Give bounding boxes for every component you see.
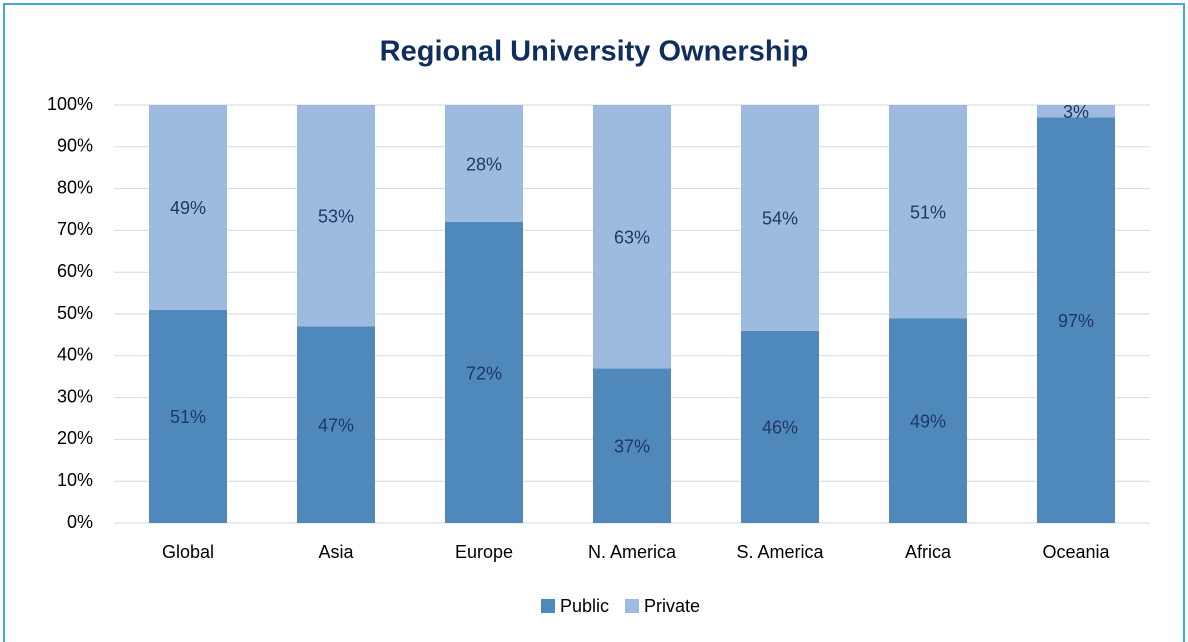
y-tick-label: 90% <box>57 136 93 156</box>
y-tick-label: 20% <box>57 428 93 448</box>
data-label: 49% <box>170 198 206 218</box>
x-tick-label: Global <box>162 542 214 562</box>
x-tick-label: N. America <box>588 542 677 562</box>
bar-segment <box>889 105 967 319</box>
bar-segment <box>297 326 375 523</box>
data-label: 72% <box>466 363 502 383</box>
x-tick-label: Africa <box>905 542 952 562</box>
y-tick-label: 60% <box>57 261 93 281</box>
data-label: 51% <box>910 202 946 222</box>
y-tick-label: 30% <box>57 386 93 406</box>
bar-segment <box>1037 105 1115 118</box>
x-tick-label: Asia <box>318 542 354 562</box>
data-label: 49% <box>910 411 946 431</box>
bar-segment <box>889 318 967 523</box>
y-tick-label: 100% <box>47 94 93 114</box>
legend-swatch <box>625 599 640 613</box>
legend-label: Private <box>644 596 700 616</box>
data-label: 28% <box>466 154 502 174</box>
y-tick-label: 50% <box>57 303 93 323</box>
data-label: 37% <box>614 436 650 456</box>
y-tick-label: 10% <box>57 470 93 490</box>
bar-segment <box>445 105 523 223</box>
bar-segment <box>741 330 819 523</box>
bar-segment <box>593 105 671 369</box>
y-tick-label: 80% <box>57 177 93 197</box>
data-label: 47% <box>318 416 354 436</box>
bar-segment <box>741 105 819 331</box>
legend-label: Public <box>560 596 609 616</box>
bar-segment <box>445 222 523 524</box>
x-tick-label: S. America <box>736 542 824 562</box>
bar-segment <box>297 105 375 327</box>
y-tick-label: 70% <box>57 219 93 239</box>
data-label: 54% <box>762 209 798 229</box>
legend-swatch <box>541 599 555 613</box>
x-tick-label: Oceania <box>1042 542 1110 562</box>
data-label: 46% <box>762 418 798 438</box>
bar-segment <box>1037 117 1115 523</box>
y-tick-label: 40% <box>57 345 93 365</box>
data-label: 97% <box>1058 311 1094 331</box>
x-tick-label: Europe <box>455 542 513 562</box>
bar-segment <box>593 368 671 523</box>
data-label: 3% <box>1063 102 1089 122</box>
y-tick-label: 0% <box>67 512 93 532</box>
data-label: 63% <box>614 227 650 247</box>
chart-title: Regional University Ownership <box>380 36 809 68</box>
bar-segment <box>149 309 227 523</box>
data-label: 51% <box>170 407 206 427</box>
bar-segment <box>149 105 227 310</box>
data-label: 53% <box>318 207 354 227</box>
